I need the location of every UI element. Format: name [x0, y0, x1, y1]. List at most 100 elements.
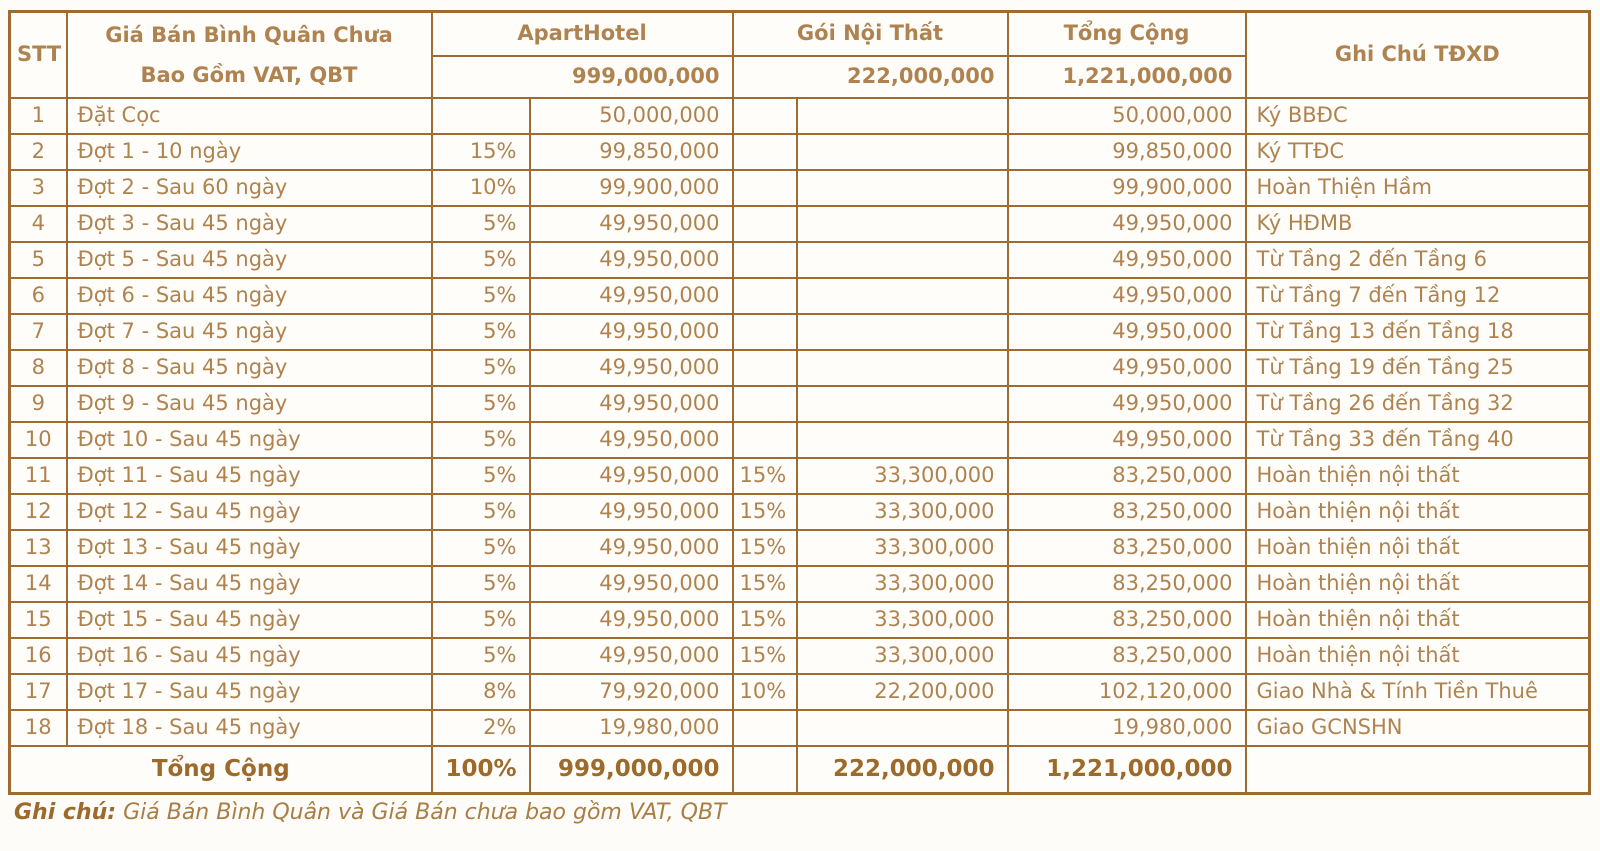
total-cell: 83,250,000	[1006, 529, 1247, 567]
header-grand-total-amount: 1,221,000,000	[1006, 54, 1247, 100]
interior-amount-cell: 33,300,000	[795, 529, 1009, 567]
interior-amount-cell	[795, 421, 1009, 459]
construction-note-cell: Từ Tầng 2 đến Tầng 6	[1244, 241, 1591, 279]
total-cell: 83,250,000	[1006, 565, 1247, 603]
table-body: 1 Đặt Cọc 50,000,000 50,000,000 Ký BBĐC 2 Đợt …	[8, 97, 1591, 747]
description-cell: Đợt 2 - Sau 60 ngày	[65, 169, 433, 207]
construction-note-cell: Hoàn thiện nội thất	[1244, 493, 1591, 531]
aparthotel-percent-cell: 8%	[430, 673, 531, 711]
aparthotel-amount-cell: 50,000,000	[528, 97, 734, 135]
footer-total-label: Tổng Cộng	[8, 745, 433, 794]
interior-percent-cell	[731, 169, 798, 207]
total-cell: 19,980,000	[1006, 709, 1247, 747]
total-cell: 49,950,000	[1006, 421, 1247, 459]
stt-cell: 17	[8, 673, 68, 711]
interior-amount-cell	[795, 349, 1009, 387]
aparthotel-amount-cell: 19,980,000	[528, 709, 734, 747]
interior-percent-cell	[731, 97, 798, 135]
description-cell: Đợt 11 - Sau 45 ngày	[65, 457, 433, 495]
header-price-description: Giá Bán Bình Quân Chưa Bao Gồm VAT, QBT	[65, 10, 433, 99]
interior-amount-cell: 22,200,000	[795, 673, 1009, 711]
description-cell: Đợt 18 - Sau 45 ngày	[65, 709, 433, 747]
header-stt: STT	[8, 10, 68, 99]
stt-cell: 3	[8, 169, 68, 207]
construction-note-cell: Từ Tầng 33 đến Tầng 40	[1244, 421, 1591, 459]
table-row: 1 Đặt Cọc 50,000,000 50,000,000 Ký BBĐC	[8, 97, 1591, 135]
interior-percent-cell: 10%	[731, 673, 798, 711]
aparthotel-percent-cell: 5%	[430, 277, 531, 315]
aparthotel-percent-cell: 5%	[430, 493, 531, 531]
description-cell: Đợt 5 - Sau 45 ngày	[65, 241, 433, 279]
interior-percent-cell	[731, 385, 798, 423]
aparthotel-percent-cell: 5%	[430, 313, 531, 351]
total-cell: 99,900,000	[1006, 169, 1247, 207]
stt-cell: 16	[8, 637, 68, 675]
table-row: 8 Đợt 8 - Sau 45 ngày 5% 49,950,000 49,950,0…	[8, 349, 1591, 387]
table-header: STT Giá Bán Bình Quân Chưa Bao Gồm VAT, …	[8, 10, 1591, 100]
table-row: 9 Đợt 9 - Sau 45 ngày 5% 49,950,000 49,950,0…	[8, 385, 1591, 423]
footnote-text: Giá Bán Bình Quân và Giá Bán chưa bao gồ…	[116, 800, 727, 825]
construction-note-cell: Hoàn thiện nội thất	[1244, 529, 1591, 567]
description-cell: Đợt 7 - Sau 45 ngày	[65, 313, 433, 351]
aparthotel-amount-cell: 49,950,000	[528, 457, 734, 495]
footer-aparthotel-amount: 999,000,000	[528, 745, 734, 794]
construction-note-cell: Giao GCNSHN	[1244, 709, 1591, 747]
aparthotel-amount-cell: 49,950,000	[528, 205, 734, 243]
interior-amount-cell: 33,300,000	[795, 493, 1009, 531]
table-row: 5 Đợt 5 - Sau 45 ngày 5% 49,950,000 49,950,0…	[8, 241, 1591, 279]
aparthotel-amount-cell: 49,950,000	[528, 421, 734, 459]
footer-note	[1244, 745, 1591, 794]
description-cell: Đợt 13 - Sau 45 ngày	[65, 529, 433, 567]
interior-percent-cell: 15%	[731, 529, 798, 567]
total-cell: 49,950,000	[1006, 241, 1247, 279]
aparthotel-percent-cell	[430, 97, 531, 135]
description-cell: Đợt 15 - Sau 45 ngày	[65, 601, 433, 639]
total-row: Tổng Cộng 100% 999,000,000 222,000,000 1…	[8, 745, 1591, 794]
total-cell: 49,950,000	[1006, 385, 1247, 423]
total-cell: 50,000,000	[1006, 97, 1247, 135]
stt-cell: 18	[8, 709, 68, 747]
table-row: 12 Đợt 12 - Sau 45 ngày 5% 49,950,000 15% 33,…	[8, 493, 1591, 531]
aparthotel-percent-cell: 5%	[430, 601, 531, 639]
aparthotel-percent-cell: 5%	[430, 565, 531, 603]
header-aparthotel: ApartHotel	[430, 10, 734, 57]
footer-aparthotel-percent: 100%	[430, 745, 531, 794]
aparthotel-percent-cell: 5%	[430, 637, 531, 675]
payment-schedule-table: STT Giá Bán Bình Quân Chưa Bao Gồm VAT, …	[8, 10, 1592, 795]
description-cell: Đợt 16 - Sau 45 ngày	[65, 637, 433, 675]
aparthotel-percent-cell: 5%	[430, 349, 531, 387]
aparthotel-amount-cell: 49,950,000	[528, 349, 734, 387]
interior-percent-cell: 15%	[731, 457, 798, 495]
aparthotel-amount-cell: 49,950,000	[528, 565, 734, 603]
construction-note-cell: Hoàn Thiện Hầm	[1244, 169, 1591, 207]
interior-amount-cell	[795, 133, 1009, 171]
total-cell: 83,250,000	[1006, 493, 1247, 531]
interior-percent-cell: 15%	[731, 601, 798, 639]
header-price-line2: Bao Gồm VAT, QBT	[140, 63, 358, 87]
stt-cell: 7	[8, 313, 68, 351]
construction-note-cell: Hoàn thiện nội thất	[1244, 457, 1591, 495]
total-cell: 83,250,000	[1006, 457, 1247, 495]
stt-cell: 1	[8, 97, 68, 135]
table-footer: Tổng Cộng 100% 999,000,000 222,000,000 1…	[8, 745, 1591, 794]
interior-amount-cell: 33,300,000	[795, 637, 1009, 675]
table-row: 18 Đợt 18 - Sau 45 ngày 2% 19,980,000 19,980…	[8, 709, 1591, 747]
construction-note-cell: Từ Tầng 7 đến Tầng 12	[1244, 277, 1591, 315]
construction-note-cell: Hoàn thiện nội thất	[1244, 601, 1591, 639]
interior-amount-cell: 33,300,000	[795, 601, 1009, 639]
footnote-label: Ghi chú:	[14, 800, 117, 825]
description-cell: Đợt 17 - Sau 45 ngày	[65, 673, 433, 711]
interior-amount-cell	[795, 169, 1009, 207]
total-cell: 49,950,000	[1006, 349, 1247, 387]
aparthotel-amount-cell: 49,950,000	[528, 313, 734, 351]
total-cell: 99,850,000	[1006, 133, 1247, 171]
header-interior-package: Gói Nội Thất	[731, 10, 1009, 57]
description-cell: Đợt 10 - Sau 45 ngày	[65, 421, 433, 459]
stt-cell: 15	[8, 601, 68, 639]
interior-percent-cell	[731, 709, 798, 747]
construction-note-cell: Ký TTĐC	[1244, 133, 1591, 171]
table-row: 2 Đợt 1 - 10 ngày 15% 99,850,000 99,850,000 K…	[8, 133, 1591, 171]
interior-percent-cell	[731, 241, 798, 279]
interior-amount-cell	[795, 385, 1009, 423]
